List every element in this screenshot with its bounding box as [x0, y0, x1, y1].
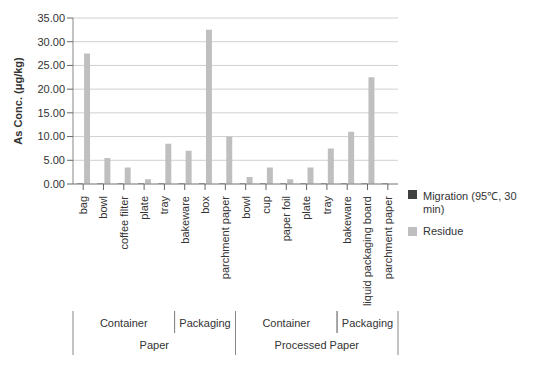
svg-text:5.00: 5.00 [44, 154, 65, 166]
svg-text:10.00: 10.00 [37, 130, 65, 142]
html-text:Residue: Residue [423, 225, 464, 237]
svg-text:parchment paper: parchment paper [219, 196, 231, 279]
html-text:Migration (95℃, 30 min): Migration (95℃, 30 min) [423, 190, 517, 215]
svg-text:15.00: 15.00 [37, 107, 65, 119]
svg-text:Processed Paper: Processed Paper [275, 339, 360, 351]
svg-text:Packaging: Packaging [342, 317, 393, 329]
svg-text:Container: Container [262, 317, 310, 329]
svg-text:Container: Container [100, 317, 148, 329]
svg-text:0.00: 0.00 [44, 178, 65, 190]
svg-text:box: box [199, 196, 211, 214]
svg-text:25.00: 25.00 [37, 59, 65, 71]
svg-text:cup: cup [260, 196, 272, 214]
svg-text:coffee filter: coffee filter [118, 196, 130, 250]
svg-text:bag: bag [77, 196, 89, 214]
svg-text:Paper: Paper [140, 339, 170, 351]
svg-text:Packaging: Packaging [179, 317, 230, 329]
svg-text:tray: tray [321, 196, 333, 215]
svg-text:As Conc. (μg/kg): As Conc. (μg/kg) [12, 57, 24, 145]
svg-text:bowl: bowl [240, 196, 252, 219]
svg-text:bakeware: bakeware [179, 196, 191, 244]
svg-text:30.00: 30.00 [37, 36, 65, 48]
svg-text:35.00: 35.00 [37, 12, 65, 24]
svg-text:liquid packaging board: liquid packaging board [361, 196, 373, 306]
svg-text:tray: tray [158, 196, 170, 215]
svg-text:plate: plate [300, 196, 312, 220]
svg-text:parchment paper: parchment paper [382, 196, 394, 279]
svg-text:paper foil: paper foil [280, 196, 292, 241]
svg-text:20.00: 20.00 [37, 83, 65, 95]
svg-text:bowl: bowl [97, 196, 109, 219]
svg-text:bakeware: bakeware [341, 196, 353, 244]
svg-text:plate: plate [138, 196, 150, 220]
